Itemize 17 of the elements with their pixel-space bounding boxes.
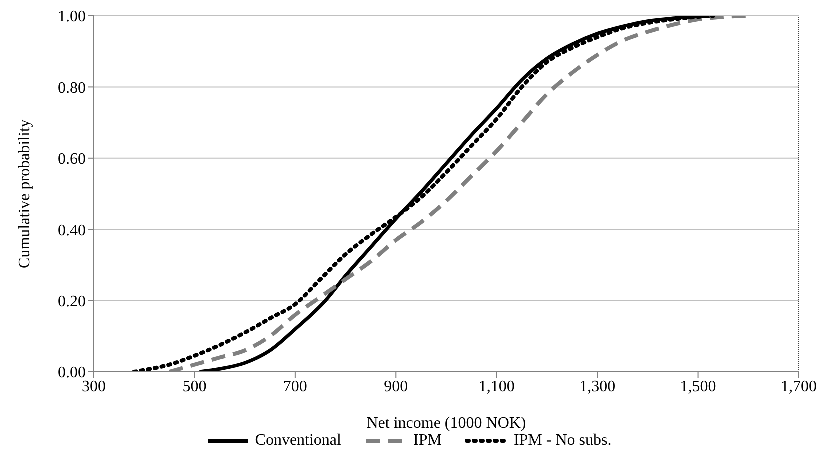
- y-tick-label: 0.80: [58, 80, 86, 97]
- x-tick-label: 500: [182, 378, 207, 396]
- x-tick-label: 900: [384, 378, 408, 396]
- y-tick-label: 0.60: [58, 151, 86, 168]
- x-tick-label: 1,100: [478, 378, 515, 396]
- y-tick-label: 0.40: [58, 222, 86, 240]
- x-tick-label: 700: [283, 378, 308, 396]
- x-tick-label: 1,700: [781, 378, 817, 396]
- y-tick-label: 1.00: [58, 8, 86, 26]
- x-tick-label: 1,500: [680, 378, 716, 396]
- legend-label: IPM - No subs.: [512, 432, 612, 450]
- y-tick-label: 0.20: [58, 293, 86, 310]
- legend-label: Conventional: [254, 432, 342, 450]
- x-axis-title: Net income (1000 NOK): [366, 415, 526, 432]
- legend-label: IPM: [412, 432, 442, 450]
- y-axis-title: Cumulative probability: [16, 120, 34, 268]
- x-tick-label: 1,300: [580, 378, 616, 396]
